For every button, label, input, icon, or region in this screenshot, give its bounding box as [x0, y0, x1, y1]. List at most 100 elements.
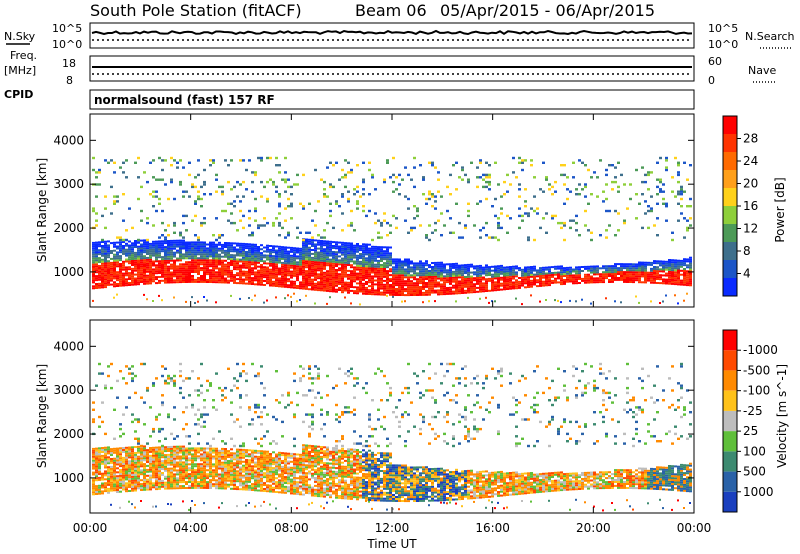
data-cell: [182, 281, 185, 283]
data-cell: [470, 283, 473, 286]
data-cell: [575, 276, 578, 279]
data-cell: [359, 195, 362, 198]
data-cell: [284, 270, 287, 273]
data-cell: [632, 265, 635, 268]
data-cell: [344, 248, 347, 250]
data-cell: [419, 270, 422, 273]
data-cell: [365, 263, 368, 266]
data-cell: [284, 281, 287, 284]
data-cell: [353, 248, 356, 251]
data-cell: [191, 278, 194, 281]
data-cell: [95, 475, 98, 478]
data-cell: [176, 277, 179, 280]
data-cell: [182, 269, 185, 272]
data-cell: [419, 264, 422, 267]
data-cell: [398, 278, 401, 281]
data-cell: [179, 239, 182, 242]
data-cell: [641, 261, 644, 264]
data-cell: [449, 271, 452, 274]
data-cell: [119, 255, 122, 258]
data-cell: [332, 278, 335, 281]
data-cell: [611, 180, 614, 184]
data-cell: [191, 243, 194, 246]
data-cell: [392, 156, 395, 160]
data-cell: [269, 256, 272, 259]
data-cell: [158, 466, 161, 469]
data-cell: [92, 481, 95, 484]
data-cell: [407, 272, 410, 275]
data-cell: [113, 481, 116, 484]
data-cell: [122, 464, 125, 467]
data-cell: [410, 290, 413, 293]
data-cell: [170, 449, 173, 452]
data-cell: [428, 287, 431, 290]
data-cell: [266, 274, 269, 277]
data-cell: [323, 180, 326, 184]
data-cell: [176, 271, 179, 274]
data-cell: [479, 288, 482, 291]
data-cell: [341, 259, 344, 262]
data-cell: [383, 272, 386, 274]
data-cell: [140, 479, 143, 482]
data-cell: [92, 461, 95, 464]
data-cell: [539, 273, 542, 275]
data-cell: [365, 292, 368, 295]
data-cell: [359, 278, 362, 281]
data-cell: [467, 275, 470, 278]
data-cell: [113, 471, 116, 474]
data-cell: [311, 258, 314, 261]
data-cell: [242, 270, 245, 273]
data-cell: [419, 274, 422, 277]
data-cell: [185, 263, 188, 266]
data-cell: [185, 423, 188, 426]
data-cell: [431, 161, 434, 164]
data-cell: [398, 282, 401, 285]
data-cell: [179, 281, 182, 284]
data-cell: [602, 275, 605, 278]
data-cell: [197, 467, 200, 470]
nsearch-label: N.Search: [745, 30, 795, 43]
data-cell: [179, 449, 182, 452]
data-cell: [413, 266, 416, 269]
data-cell: [293, 270, 296, 273]
data-cell: [452, 231, 455, 234]
data-cell: [437, 263, 440, 266]
data-cell: [95, 457, 98, 460]
data-cell: [506, 173, 509, 177]
data-cell: [134, 459, 137, 462]
data-cell: [155, 264, 158, 267]
data-cell: [149, 278, 152, 281]
data-cell: [203, 469, 206, 472]
data-cell: [464, 264, 467, 267]
data-cell: [104, 454, 107, 457]
data-cell: [338, 277, 341, 280]
data-cell: [614, 273, 617, 275]
data-cell: [95, 241, 98, 244]
data-cell: [131, 365, 134, 368]
data-cell: [401, 272, 404, 275]
data-cell: [101, 454, 104, 457]
data-cell: [302, 265, 305, 268]
data-cell: [482, 286, 485, 289]
data-cell: [170, 479, 173, 482]
data-cell: [101, 486, 104, 489]
data-cell: [179, 245, 182, 248]
data-cell: [470, 287, 473, 290]
data-cell: [377, 273, 380, 276]
data-cell: [299, 283, 302, 286]
data-cell: [353, 270, 356, 273]
data-cell: [677, 302, 679, 305]
data-cell: [623, 271, 626, 274]
data-cell: [188, 280, 191, 283]
data-cell: [101, 266, 104, 269]
data-cell: [413, 286, 416, 289]
data-cell: [245, 251, 248, 253]
data-cell: [137, 483, 140, 486]
data-cell: [407, 260, 410, 263]
data-cell: [158, 262, 161, 265]
data-cell: [275, 156, 278, 160]
data-cell: [371, 291, 374, 294]
data-cell: [146, 270, 149, 273]
data-cell: [110, 269, 113, 272]
data-cell: [188, 453, 191, 456]
